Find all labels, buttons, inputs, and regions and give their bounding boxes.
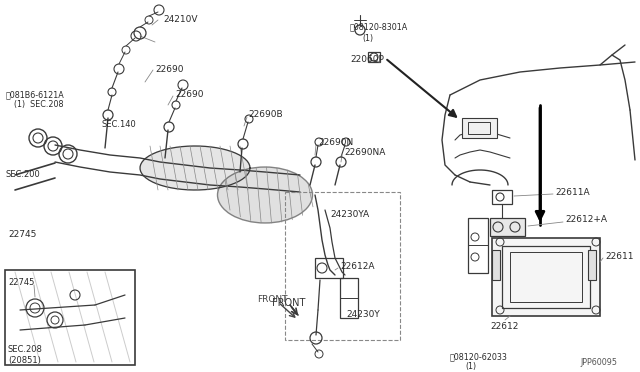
Bar	[492, 238, 600, 316]
Text: 22690NA: 22690NA	[344, 148, 385, 157]
Text: 22612: 22612	[490, 322, 518, 331]
Bar	[510, 252, 582, 302]
Text: Ⓑ081B6-6121A: Ⓑ081B6-6121A	[6, 90, 65, 99]
Bar	[285, 192, 400, 340]
Text: FRONT: FRONT	[257, 295, 287, 304]
Text: (1): (1)	[362, 34, 373, 43]
Bar	[5, 270, 135, 365]
Text: 22612+A: 22612+A	[565, 215, 607, 224]
Text: (1)  SEC.208: (1) SEC.208	[14, 100, 63, 109]
Text: 22060P: 22060P	[350, 55, 384, 64]
Text: Ⓑ08120-62033: Ⓑ08120-62033	[450, 352, 508, 361]
Text: SEC.140: SEC.140	[102, 120, 137, 129]
Text: 22690N: 22690N	[318, 138, 353, 147]
Text: (1): (1)	[465, 362, 476, 371]
Bar	[462, 118, 497, 138]
Bar	[340, 278, 358, 318]
Text: JPP60095: JPP60095	[580, 358, 617, 367]
Text: 22690: 22690	[175, 90, 204, 99]
Bar	[492, 250, 500, 280]
Bar	[492, 190, 512, 204]
Ellipse shape	[218, 167, 312, 223]
Polygon shape	[140, 146, 250, 190]
Text: 24210V: 24210V	[163, 15, 198, 24]
Text: 24230Y: 24230Y	[346, 310, 380, 319]
Text: 22611: 22611	[605, 252, 634, 261]
Text: 22690: 22690	[155, 65, 184, 74]
Text: 22745: 22745	[8, 278, 35, 287]
Bar	[368, 52, 380, 62]
Text: 22612A: 22612A	[340, 262, 374, 271]
Bar	[588, 250, 596, 280]
Text: 22745: 22745	[8, 230, 36, 239]
Text: (20851): (20851)	[8, 356, 41, 365]
Text: 22611A: 22611A	[555, 188, 589, 197]
Bar	[468, 218, 488, 273]
Bar	[468, 122, 490, 134]
Bar	[315, 258, 343, 278]
Bar	[490, 218, 525, 236]
Text: Ⓑ08120-8301A: Ⓑ08120-8301A	[350, 22, 408, 31]
Text: SEC.200: SEC.200	[6, 170, 41, 179]
Text: 24230YA: 24230YA	[330, 210, 369, 219]
Text: 22690B: 22690B	[248, 110, 283, 119]
Text: SEC.208: SEC.208	[8, 345, 43, 354]
Bar	[502, 246, 590, 308]
Text: FRONT: FRONT	[272, 298, 305, 308]
